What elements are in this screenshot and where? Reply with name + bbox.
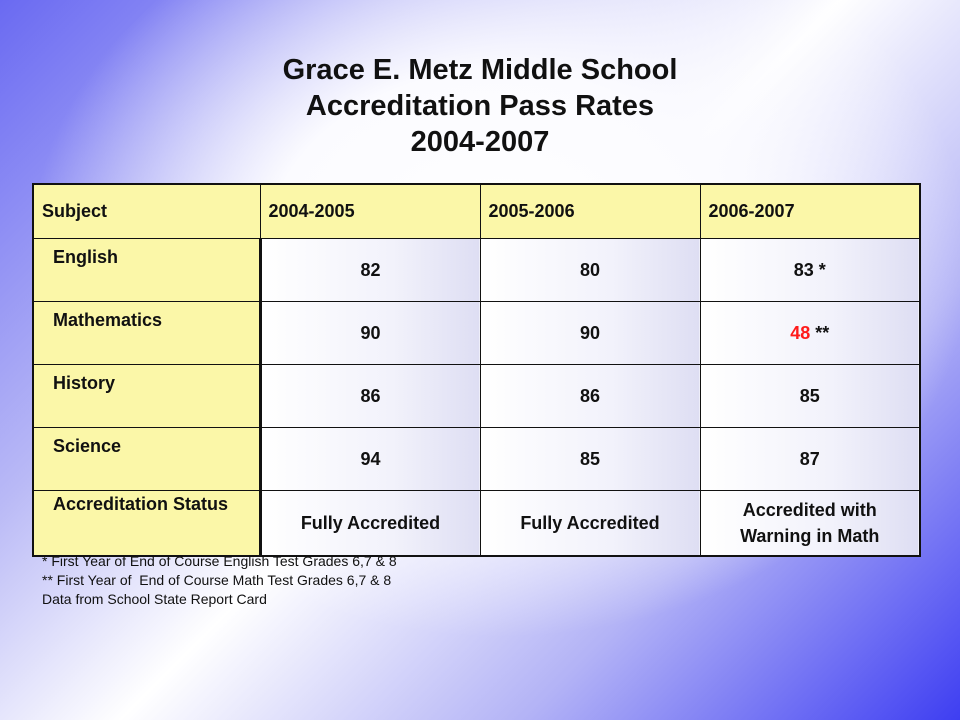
status-value-warning: Accredited with Warning in Math (699, 490, 921, 557)
score-value: 87 (799, 448, 820, 469)
table-header-row: Subject 2004-2005 2005-2006 2006-2007 (32, 183, 921, 239)
header-2006-2007: 2006-2007 (699, 183, 921, 239)
score-value-highlight: 48 (790, 322, 811, 343)
footnote-english: * First Year of End of Course English Te… (42, 553, 397, 569)
title-subject: Accreditation Pass Rates (305, 90, 655, 122)
table-row: History 86 86 85 (32, 364, 921, 428)
footnote-math: ** First Year of End of Course Math Test… (42, 572, 392, 588)
footnote-mark: * (813, 259, 826, 280)
cell-value: 90 (479, 301, 701, 365)
title-school: Grace E. Metz Middle School (282, 54, 678, 86)
footnote-mark: ** (810, 322, 830, 343)
header-2005-2006: 2005-2006 (479, 183, 701, 239)
cell-value: 83 * (699, 238, 921, 302)
cell-value: 86 (479, 364, 701, 428)
header-subject: Subject (32, 183, 261, 239)
cell-value: 87 (699, 427, 921, 491)
cell-value: 86 (259, 364, 481, 428)
row-label: Mathematics (32, 301, 262, 365)
row-label: History (32, 364, 262, 428)
title-years: 2004-2007 (410, 126, 550, 158)
score-value: 83 (793, 259, 814, 280)
status-value: Fully Accredited (259, 490, 481, 557)
table-row: Science 94 85 87 (32, 427, 921, 491)
cell-value: 94 (259, 427, 481, 491)
slide-title: Grace E. Metz Middle School Accreditatio… (0, 52, 960, 160)
cell-value: 90 (259, 301, 481, 365)
row-label-status: Accreditation Status (32, 490, 262, 557)
cell-value: 85 (699, 364, 921, 428)
row-label: Science (32, 427, 262, 491)
pass-rates-table: Subject 2004-2005 2005-2006 2006-2007 En… (32, 183, 921, 557)
status-value: Fully Accredited (479, 490, 701, 557)
score-value: 85 (799, 385, 820, 406)
status-row: Accreditation Status Fully Accredited Fu… (32, 490, 921, 557)
row-label: English (32, 238, 262, 302)
table-row: Mathematics 90 90 48 ** (32, 301, 921, 365)
cell-value: 80 (479, 238, 701, 302)
footnote-source: Data from School State Report Card (42, 591, 267, 607)
header-2004-2005: 2004-2005 (259, 183, 481, 239)
table-row: English 82 80 83 * (32, 238, 921, 302)
cell-value: 48 ** (699, 301, 921, 365)
cell-value: 82 (259, 238, 481, 302)
footnotes: * First Year of End of Course English Te… (42, 552, 397, 609)
cell-value: 85 (479, 427, 701, 491)
